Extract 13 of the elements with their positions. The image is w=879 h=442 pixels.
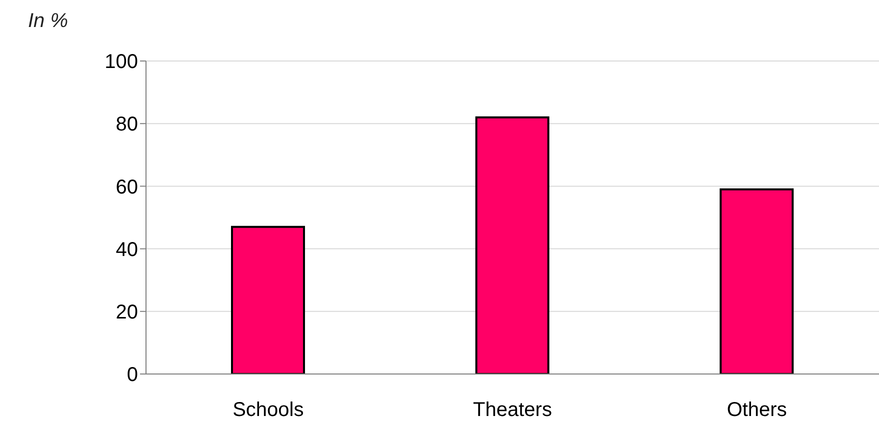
- bar: [231, 226, 305, 374]
- y-axis-title: In %: [28, 10, 68, 33]
- y-tick-label: 80: [116, 114, 138, 136]
- x-tick-label: Theaters: [473, 399, 552, 422]
- x-tick-label: Others: [726, 399, 787, 422]
- x-tick-label: Schools: [232, 399, 304, 422]
- y-tick-label: 20: [116, 302, 138, 324]
- bar: [475, 116, 550, 374]
- y-tick-label: 60: [116, 176, 138, 198]
- y-tick-label: 0: [126, 364, 138, 386]
- y-tick-label: 100: [104, 51, 138, 74]
- y-tick-label: 40: [116, 238, 138, 261]
- bar: [720, 188, 794, 374]
